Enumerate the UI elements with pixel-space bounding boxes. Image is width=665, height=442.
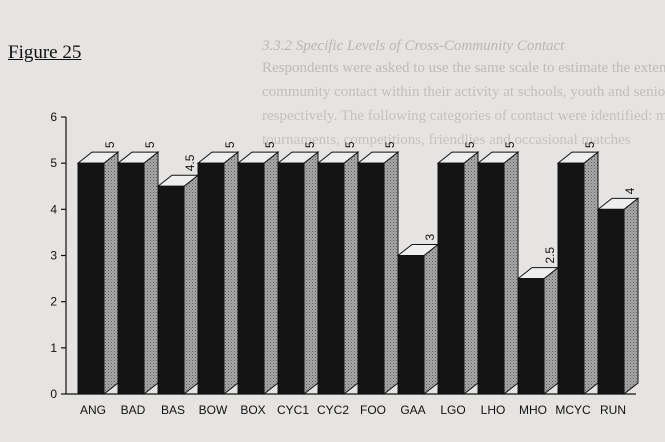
bar-front-face: [77, 162, 105, 395]
x-tick-label: CYC2: [317, 403, 349, 417]
bar-front-face: [597, 208, 625, 395]
figure-label: Figure 25: [8, 42, 82, 63]
bleed-through-heading: 3.3.2 Specific Levels of Cross-Community…: [261, 38, 565, 54]
bar-front-face: [317, 162, 345, 395]
bar: [596, 197, 640, 396]
bar-side-face: [143, 151, 159, 396]
bar-front-face: [117, 162, 145, 395]
data-label: 5: [143, 141, 157, 148]
bar-front-face: [157, 185, 185, 395]
bar: [156, 174, 200, 396]
y-axis: 0 1 2 3 4 5 6: [50, 110, 67, 401]
bar-side-face: [463, 151, 479, 396]
bar-side-face: [223, 151, 239, 396]
bar: [396, 243, 440, 396]
x-tick-label: CYC1: [277, 403, 309, 417]
bar-side-face: [543, 266, 559, 396]
x-tick-label: BAS: [161, 403, 185, 417]
y-tick-label: 5: [50, 156, 57, 170]
bar-front-face: [237, 162, 265, 395]
bleed-through-line: respectively. The following categories o…: [262, 108, 665, 124]
bar: [76, 151, 120, 396]
bar-side-face: [303, 151, 319, 396]
bar-front-face: [557, 162, 585, 395]
bar-front-face: [517, 278, 545, 395]
data-label: 5: [223, 141, 237, 148]
y-tick-label: 1: [50, 341, 57, 355]
bar-front-face: [397, 255, 425, 395]
x-tick-label: BOX: [240, 403, 265, 417]
data-label: 3: [423, 234, 437, 241]
data-label: 5: [103, 141, 117, 148]
bar-front-face: [477, 162, 505, 395]
y-tick-label: 3: [50, 249, 57, 263]
bar-front-face: [197, 162, 225, 395]
x-tick-label: LGO: [440, 403, 465, 417]
bar: [196, 151, 240, 396]
bar: [436, 151, 480, 396]
bar-side-face: [263, 151, 279, 396]
data-label: 2.5: [543, 247, 557, 264]
bar-front-face: [437, 162, 465, 395]
data-label: 5: [263, 141, 277, 148]
data-label: 5: [583, 141, 597, 148]
y-tick-label: 4: [50, 202, 57, 216]
x-tick-label: MHO: [519, 403, 547, 417]
bar: [116, 151, 160, 396]
bar-side-face: [383, 151, 399, 396]
data-label: 5: [303, 141, 317, 148]
bar-side-face: [103, 151, 119, 396]
x-tick-label: ANG: [80, 403, 106, 417]
bleed-through-line: Respondents were asked to use the same s…: [262, 60, 665, 76]
data-label: 5: [343, 141, 357, 148]
bar-front-face: [277, 162, 305, 395]
bars: 5 5 4.5 5 5 5 5 5 3 5 5 2.5 5 4: [76, 141, 640, 396]
x-axis: ANG BAD BAS BOW BOX CYC1 CYC2 FOO GAA LGO LHO MHO MC…: [66, 393, 636, 417]
data-label: 4.5: [183, 154, 197, 171]
bar-side-face: [623, 197, 639, 396]
data-label: 5: [383, 141, 397, 148]
data-label: 5: [503, 141, 517, 148]
x-tick-label: FOO: [360, 403, 386, 417]
y-tick-label: 2: [50, 295, 57, 309]
x-tick-label: BOW: [199, 403, 228, 417]
data-label: 4: [623, 187, 637, 194]
bar-side-face: [343, 151, 359, 396]
bar: [236, 151, 280, 396]
x-tick-label: RUN: [600, 403, 626, 417]
bar: [356, 151, 400, 396]
x-tick-label: LHO: [481, 403, 506, 417]
bar: [476, 151, 520, 396]
x-tick-label: MCYC: [555, 403, 591, 417]
bleed-through-line: community contact within their activity …: [262, 84, 665, 100]
bar: [316, 151, 360, 396]
data-label: 5: [463, 141, 477, 148]
x-tick-label: BAD: [121, 403, 146, 417]
y-tick-label: 0: [50, 387, 57, 401]
bar-front-face: [357, 162, 385, 395]
bar: [556, 151, 600, 396]
bar-side-face: [503, 151, 519, 396]
bar: [516, 266, 560, 396]
y-tick-label: 6: [50, 110, 57, 124]
x-tick-label: GAA: [400, 403, 425, 417]
bar-side-face: [423, 243, 439, 396]
bleed-through-line: tournaments, competitions, friendlies an…: [262, 132, 631, 148]
bar: [276, 151, 320, 396]
bar-side-face: [583, 151, 599, 396]
bar-side-face: [183, 174, 199, 396]
